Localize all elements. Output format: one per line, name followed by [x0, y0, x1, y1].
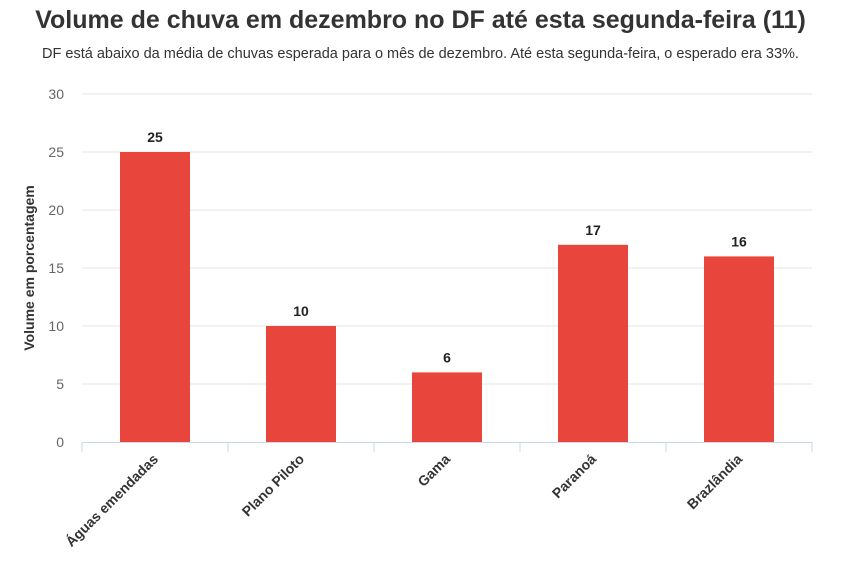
x-tick-label: Águas emendadas [62, 451, 161, 550]
bar [266, 326, 336, 442]
y-tick-label: 5 [56, 376, 64, 392]
x-axis: Águas emendadas Plano Piloto Gama Paranoá Br… [62, 442, 813, 550]
y-tick-label: 10 [48, 318, 64, 334]
data-label: 17 [585, 222, 601, 238]
y-axis-ticks: 0 5 10 15 20 25 30 [48, 86, 64, 450]
y-tick-label: 15 [48, 260, 64, 276]
data-label: 10 [293, 303, 309, 319]
bar [120, 152, 190, 442]
y-axis-label: Volume em porcentagem [21, 185, 37, 350]
bar [558, 244, 628, 442]
data-label: 16 [731, 233, 747, 249]
x-tick-label: Plano Piloto [239, 451, 308, 520]
chart-subtitle: DF está abaixo da média de chuvas espera… [42, 46, 799, 62]
y-tick-label: 30 [48, 86, 64, 102]
y-tick-label: 25 [48, 144, 64, 160]
bar [412, 372, 482, 442]
x-tick-label: Paranoá [549, 451, 600, 502]
data-label: 6 [443, 349, 451, 365]
y-tick-label: 0 [56, 434, 64, 450]
x-tick-label: Gama [414, 451, 453, 490]
bars: 25 10 6 17 16 [120, 129, 774, 442]
chart-title: Volume de chuva em dezembro no DF até es… [35, 6, 806, 34]
y-tick-label: 20 [48, 202, 64, 218]
gridlines [82, 93, 812, 385]
bar [704, 256, 774, 442]
data-label: 25 [147, 129, 163, 145]
x-tick-label: Brazlândia [684, 451, 746, 513]
